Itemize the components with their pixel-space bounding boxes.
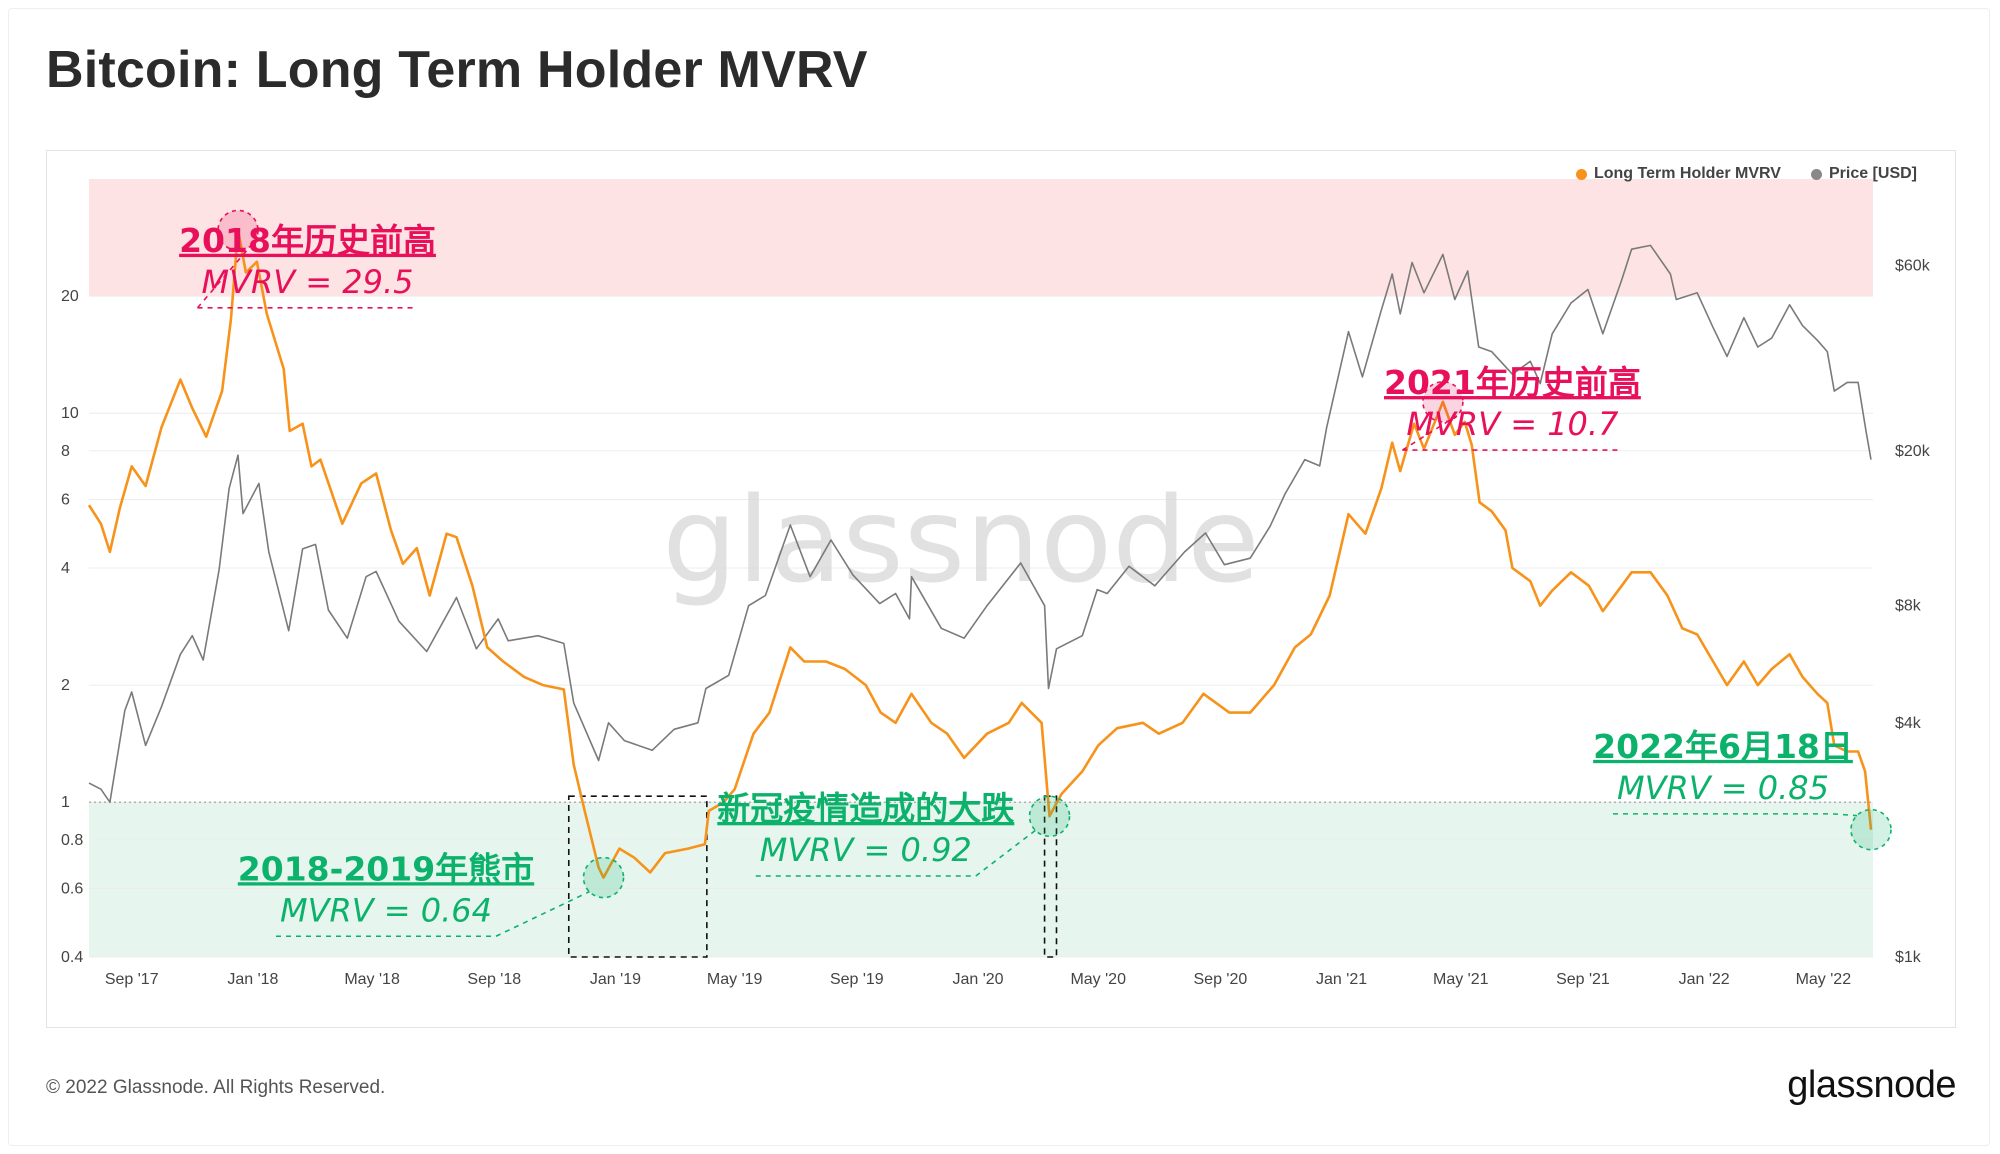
x-tick-label: May '20 xyxy=(1070,971,1126,988)
annotation-subline: MVRV = 0.85 xyxy=(1617,769,1829,807)
chart-panel: glassnode 0.4 0.6 0.8 1 2 4 6 8 10 20 $1k $4k $8k $20k… xyxy=(46,150,1956,1028)
annotation-subline: MVRV = 10.7 xyxy=(1406,405,1619,443)
x-tick-label: Jan '18 xyxy=(227,971,278,988)
annotation-headline: 2022年6月18日 xyxy=(1593,727,1853,766)
x-tick-label: Sep '19 xyxy=(830,971,884,988)
y-right-tick-label: $60k xyxy=(1895,257,1931,274)
highlight-box-bear-box xyxy=(567,795,708,958)
legend-dot-mvrv xyxy=(1575,168,1587,180)
y-right-tick-label: $8k xyxy=(1895,598,1922,615)
y-left-tick-label: 0.6 xyxy=(61,881,83,898)
x-tick-label: May '22 xyxy=(1796,971,1852,988)
annotation-subline: MVRV = 0.92 xyxy=(760,831,972,869)
y-left-tick-label: 1 xyxy=(61,794,70,811)
x-tick-label: Sep '18 xyxy=(467,971,521,988)
y-left-tick-label: 2 xyxy=(61,677,70,694)
y-left-tick-label: 10 xyxy=(61,405,79,422)
y-left-tick-label: 6 xyxy=(61,492,70,509)
annotation-connector xyxy=(196,243,253,309)
page-frame xyxy=(8,8,1990,1146)
watermark-text: glassnode xyxy=(662,471,1259,609)
x-tick-label: Jan '20 xyxy=(952,971,1003,988)
x-tick-label: May '21 xyxy=(1433,971,1489,988)
x-tick-label: Sep '17 xyxy=(105,971,159,988)
page-title: Bitcoin: Long Term Holder MVRV xyxy=(46,41,868,99)
y-right-tick-label: $20k xyxy=(1895,443,1931,460)
footer-logo: glassnode xyxy=(1787,1064,1956,1106)
x-tick-label: May '19 xyxy=(707,971,763,988)
y-left-tick-label: 4 xyxy=(61,560,70,577)
annotation-headline: 新冠疫情造成的大跌 xyxy=(717,789,1014,828)
annotation-connector xyxy=(1832,813,1858,817)
legend-item-mvrv[interactable]: Long Term Holder MVRV xyxy=(1575,165,1781,183)
annotation-headline: 2018-2019年熊市 xyxy=(238,849,534,888)
annotation-headline: 2021年历史前高 xyxy=(1384,363,1641,402)
x-tick-label: Jan '19 xyxy=(590,971,641,988)
band-low-zone xyxy=(89,802,1873,957)
x-tick-label: Sep '20 xyxy=(1194,971,1248,988)
annotation-marker xyxy=(217,209,259,252)
annotation-headline: 2018年历史前高 xyxy=(179,221,436,260)
x-tick-label: Jan '22 xyxy=(1679,971,1730,988)
annotation-subline: MVRV = 29.5 xyxy=(202,263,414,301)
chart-legend: Long Term Holder MVRV Price [USD] xyxy=(1575,165,1917,183)
legend-dot-price xyxy=(1810,168,1822,180)
annotation-connector xyxy=(495,890,590,937)
x-tick-label: Sep '21 xyxy=(1556,971,1610,988)
annotation-marker xyxy=(1422,380,1464,423)
annotation-marker xyxy=(1028,795,1071,838)
highlight-box-covid-box xyxy=(1043,795,1058,958)
annotation-connector xyxy=(1401,415,1458,451)
legend-item-price[interactable]: Price [USD] xyxy=(1810,165,1917,183)
y-right-tick-label: $1k xyxy=(1895,949,1922,966)
series-line-price xyxy=(88,244,1872,804)
x-tick-label: May '18 xyxy=(344,971,400,988)
x-tick-label: Jan '21 xyxy=(1316,971,1367,988)
legend-label-price: Price [USD] xyxy=(1828,165,1917,182)
y-right-tick-label: $4k xyxy=(1895,715,1922,732)
annotation-marker xyxy=(1850,808,1892,851)
y-left-tick-label: 0.4 xyxy=(61,949,83,966)
footer-copyright: © 2022 Glassnode. All Rights Reserved. xyxy=(46,1077,386,1098)
series-line-mvrv xyxy=(87,229,1873,879)
annotation-marker xyxy=(582,856,625,899)
band-high-zone xyxy=(89,179,1873,297)
chart-svg: glassnode 0.4 0.6 0.8 1 2 4 6 8 10 20 $1k $4k $8k $20k… xyxy=(61,179,1931,988)
y-left-tick-label: 20 xyxy=(61,288,79,305)
annotation-subline: MVRV = 0.64 xyxy=(280,891,492,929)
annotation-connector xyxy=(975,829,1037,877)
y-left-tick-label: 8 xyxy=(61,443,70,460)
y-left-tick-label: 0.8 xyxy=(61,832,83,849)
legend-label-mvrv: Long Term Holder MVRV xyxy=(1593,165,1781,182)
